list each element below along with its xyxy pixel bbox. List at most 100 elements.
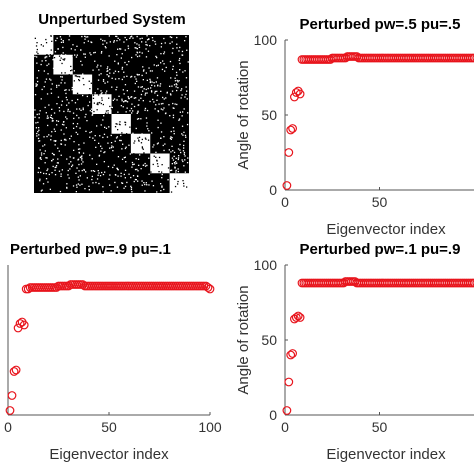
noise-dot bbox=[144, 109, 146, 111]
noise-dot bbox=[175, 169, 177, 172]
noise-dot bbox=[112, 150, 114, 152]
noise-dot bbox=[66, 183, 68, 185]
data-point bbox=[291, 313, 301, 322]
noise-dot bbox=[41, 60, 43, 62]
noise-dot bbox=[130, 96, 132, 98]
noise-dot bbox=[108, 75, 110, 78]
noise-dot bbox=[76, 167, 78, 169]
noise-dot bbox=[157, 165, 159, 167]
noise-dot bbox=[139, 51, 141, 53]
noise-dot bbox=[77, 148, 80, 150]
noise-dot bbox=[171, 145, 173, 147]
noise-dot bbox=[57, 120, 60, 122]
plot-pw-09-pu-01: Perturbed pw=.9 pu=.1 Eigenvector index … bbox=[4, 241, 222, 463]
noise-dot bbox=[82, 152, 85, 154]
noise-dot bbox=[61, 76, 63, 78]
noise-dot bbox=[61, 72, 63, 74]
noise-dot bbox=[61, 169, 63, 171]
noise-dot bbox=[186, 49, 188, 51]
noise-dot bbox=[117, 175, 119, 177]
noise-dot bbox=[116, 99, 118, 101]
noise-dot bbox=[138, 118, 140, 120]
noise-dot bbox=[76, 186, 78, 188]
noise-dot bbox=[146, 44, 148, 46]
noise-dot bbox=[184, 96, 186, 98]
noise-dot bbox=[137, 170, 139, 172]
diagonal-block bbox=[111, 114, 131, 134]
noise-dot bbox=[136, 43, 138, 45]
noise-dot bbox=[73, 70, 75, 72]
noise-dot bbox=[174, 80, 177, 82]
noise-dot bbox=[128, 173, 130, 175]
noise-dot bbox=[137, 74, 139, 76]
noise-dot bbox=[36, 113, 38, 116]
noise-dot bbox=[172, 127, 175, 129]
noise-dot bbox=[164, 143, 166, 145]
noise-dot bbox=[183, 165, 185, 167]
noise-dot bbox=[181, 50, 184, 53]
noise-dot bbox=[76, 114, 78, 117]
noise-dot bbox=[52, 54, 54, 56]
noise-dot bbox=[56, 162, 59, 164]
noise-dot bbox=[37, 80, 39, 83]
unperturbed-matrix-panel: Unperturbed System bbox=[34, 11, 189, 193]
noise-dot bbox=[100, 102, 102, 105]
noise-dot bbox=[55, 165, 58, 167]
noise-dot bbox=[163, 107, 165, 109]
y-tick-label: 0 bbox=[269, 407, 277, 423]
noise-dot bbox=[89, 88, 91, 90]
noise-dot bbox=[103, 151, 105, 154]
noise-dot bbox=[124, 177, 126, 179]
noise-dot bbox=[82, 107, 84, 109]
plot-title: Perturbed pw=.9 pu=.1 bbox=[10, 241, 171, 258]
noise-dot bbox=[134, 178, 137, 181]
noise-dot bbox=[138, 55, 141, 57]
noise-dot bbox=[144, 190, 146, 192]
noise-dot bbox=[154, 85, 156, 87]
noise-dot bbox=[123, 157, 125, 159]
noise-dot bbox=[40, 152, 43, 154]
noise-dot bbox=[130, 107, 133, 110]
noise-dot bbox=[166, 91, 168, 93]
noise-dot bbox=[57, 147, 59, 149]
noise-dot bbox=[99, 175, 102, 177]
data-points bbox=[282, 52, 474, 190]
noise-dot bbox=[136, 168, 138, 171]
noise-dot bbox=[175, 83, 177, 85]
noise-dot bbox=[128, 97, 130, 99]
noise-dot bbox=[105, 47, 107, 49]
noise-dot bbox=[45, 178, 48, 180]
noise-dot bbox=[100, 38, 102, 40]
noise-dot bbox=[151, 37, 154, 39]
noise-dot bbox=[114, 181, 116, 184]
noise-dot bbox=[132, 110, 134, 112]
noise-dot bbox=[187, 112, 189, 114]
noise-dot bbox=[105, 110, 108, 112]
noise-dot bbox=[79, 175, 81, 177]
noise-dot bbox=[123, 76, 125, 78]
noise-dot bbox=[78, 117, 80, 119]
noise-dot bbox=[156, 163, 159, 165]
noise-dot bbox=[110, 190, 112, 192]
noise-dot bbox=[144, 165, 147, 167]
noise-dot bbox=[100, 73, 102, 75]
noise-dot bbox=[78, 179, 80, 181]
noise-dot bbox=[115, 89, 117, 91]
noise-dot bbox=[179, 46, 181, 49]
noise-dot bbox=[151, 132, 153, 134]
noise-dot bbox=[114, 70, 117, 72]
noise-dot bbox=[108, 97, 110, 99]
noise-dot bbox=[184, 155, 186, 157]
noise-dot bbox=[84, 188, 86, 190]
noise-dot bbox=[81, 155, 83, 157]
noise-dot bbox=[173, 155, 175, 157]
y-tick-label: 50 bbox=[261, 332, 277, 348]
noise-dot bbox=[54, 140, 57, 142]
noise-dot bbox=[164, 70, 166, 72]
noise-dot bbox=[36, 62, 38, 64]
noise-dot bbox=[94, 60, 96, 62]
noise-dot bbox=[49, 78, 51, 80]
noise-dot bbox=[75, 184, 78, 186]
noise-dot bbox=[148, 130, 150, 132]
noise-dot bbox=[131, 191, 133, 193]
